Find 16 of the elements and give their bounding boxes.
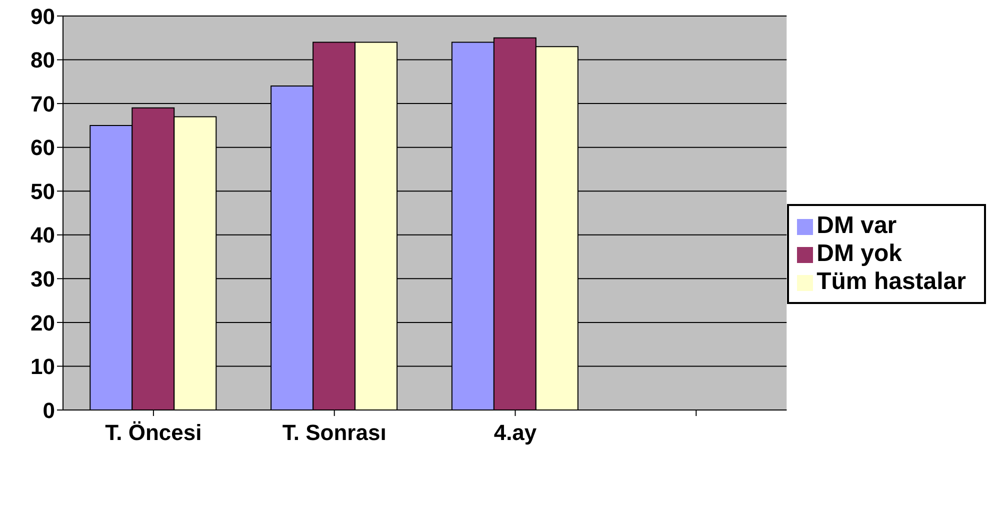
legend-label: DM var — [816, 212, 897, 239]
legend-label: Tüm hastalar — [816, 268, 966, 295]
y-tick-label: 50 — [30, 178, 55, 204]
x-tick-label: T. Öncesi — [105, 420, 202, 445]
y-tick-label: 40 — [30, 222, 55, 248]
y-tick-label: 20 — [30, 310, 55, 336]
y-tick-label: 30 — [30, 266, 55, 292]
y-tick-label: 60 — [30, 135, 55, 160]
y-tick-label: 10 — [30, 354, 55, 380]
x-tick-label: T. Sonrası — [282, 420, 386, 445]
y-tick-label: 90 — [30, 4, 55, 29]
x-tick-label: 4.ay — [494, 420, 538, 445]
y-tick-label: 70 — [30, 91, 55, 116]
y-tick-label: 80 — [30, 48, 55, 73]
legend-label: DM yok — [816, 240, 902, 267]
y-tick-label: 0 — [42, 398, 55, 423]
